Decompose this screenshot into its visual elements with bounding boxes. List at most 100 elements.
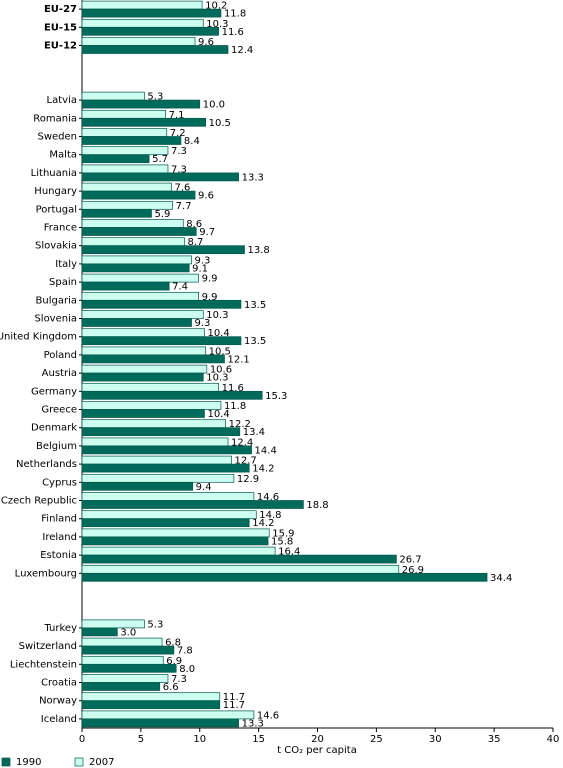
value-label: 10.5 [209,118,231,129]
value-label: 11.6 [222,27,244,38]
value-label: 10.3 [206,373,228,384]
value-label: 10.4 [207,328,229,339]
y-tick-label: EU-12 [44,41,77,52]
value-label: 10.4 [207,409,229,420]
y-tick-label: Italy [55,259,77,270]
bar [81,18,204,28]
value-label: 13.4 [243,427,265,438]
value-label: 7.1 [169,110,185,121]
y-tick-label: Portugal [36,204,77,215]
value-label: 3.0 [120,627,136,638]
value-label: 18.8 [306,500,328,511]
y-tick-label: Iceland [41,714,77,725]
bar [81,164,169,174]
bar [81,419,227,429]
y-tick-label: Croatia [41,678,77,689]
y-tick-label: Hungary [34,186,77,197]
bar [81,528,270,538]
value-label: 7.8 [177,646,193,657]
value-label: 13.3 [242,172,264,183]
bar [81,710,255,720]
bar [81,227,197,236]
bar [81,637,163,647]
value-label: 7.3 [171,674,187,685]
value-label: 11.6 [222,383,244,394]
bar [81,91,145,101]
value-label: 9.7 [199,227,215,238]
value-label: 9.9 [202,292,218,303]
bar [81,500,304,509]
bar [81,401,222,410]
bar [81,328,205,338]
y-tick-label: Romania [33,113,77,124]
y-tick-label: Finland [41,514,77,525]
bar [81,172,239,182]
bar [81,182,172,192]
y-tick-label: Slovenia [34,314,77,325]
bar [81,136,182,145]
legend-swatch [74,757,84,767]
value-label: 7.4 [172,282,188,293]
bar [81,245,245,255]
bar [81,45,229,54]
y-tick-label: EU-15 [44,22,77,33]
value-label: 11.8 [224,401,246,412]
legend-label: 2007 [89,757,114,768]
value-label: 7.2 [170,128,186,139]
bar [81,109,166,119]
y-tick-label: Poland [44,350,77,361]
y-tick-label: Cyprus [42,477,77,488]
bar [81,564,400,574]
y-tick-label: Lithuania [31,168,77,179]
value-label: 14.6 [257,492,279,503]
value-label: 15.8 [271,536,293,547]
bar [81,409,205,418]
value-label: 10.2 [205,1,227,12]
bar [81,536,269,546]
y-tick-label: Bulgaria [36,295,77,306]
value-label: 13.8 [247,245,269,256]
bar [81,208,152,218]
value-label: 14.6 [257,710,279,721]
value-label: 14.2 [252,464,274,475]
value-label: 9.3 [195,318,211,329]
bar [81,318,192,327]
value-label: 14.8 [259,510,281,521]
value-label: 12.7 [235,456,257,467]
value-label: 6.8 [165,638,181,649]
bar [81,37,196,46]
value-label: 10.5 [209,346,231,357]
value-label: 14.2 [252,518,274,529]
y-tick-label: Germany [31,386,77,397]
bar [81,692,221,702]
value-label: 6.9 [166,656,182,667]
y-tick-label: Slovakia [35,241,77,252]
y-tick-label: Belgium [36,441,77,452]
bar [81,627,118,637]
bar [81,128,168,137]
value-label: 12.4 [231,437,253,448]
bar [81,510,257,520]
value-label: 12.1 [227,354,249,365]
bar [81,645,175,655]
bar [81,518,250,528]
value-label: 7.3 [171,146,187,157]
value-label: 10.0 [203,100,225,111]
y-tick-label: Sweden [37,132,77,143]
y-tick-label: Greece [41,405,77,416]
bar [81,674,169,683]
value-label: 16.4 [278,547,300,558]
value-label: 34.4 [490,573,512,584]
bar [81,700,221,710]
value-label: 7.6 [174,183,190,194]
bar [81,117,206,127]
bar [81,354,225,364]
y-tick-label: Switzerland [19,641,77,652]
value-label: 8.6 [186,219,202,230]
bar [81,463,250,473]
y-tick-label: Czech Republic [1,496,77,507]
y-tick-label: Ireland [42,532,77,543]
bar [81,299,242,309]
y-tick-label: Austria [42,368,77,379]
x-tick-label: 35 [488,734,501,745]
